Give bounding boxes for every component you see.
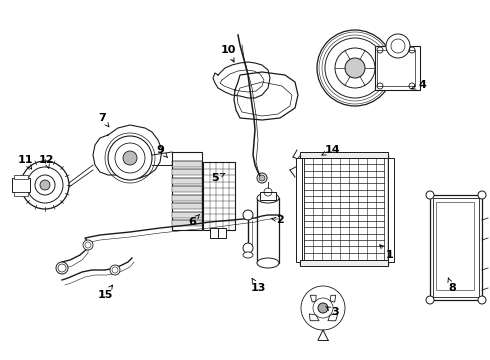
Bar <box>210 228 218 238</box>
Bar <box>172 161 202 166</box>
Polygon shape <box>310 295 316 302</box>
Bar <box>430 195 482 300</box>
Circle shape <box>115 143 145 173</box>
Polygon shape <box>330 295 336 302</box>
Bar <box>218 228 226 238</box>
Bar <box>172 186 202 192</box>
Circle shape <box>478 296 486 304</box>
Text: 11: 11 <box>17 155 33 165</box>
Bar <box>172 194 202 201</box>
Circle shape <box>56 262 68 274</box>
Text: 15: 15 <box>98 290 113 300</box>
Bar <box>300 155 388 265</box>
Bar <box>14 175 28 179</box>
Circle shape <box>110 265 120 275</box>
Circle shape <box>108 136 152 180</box>
Text: 1: 1 <box>386 250 394 260</box>
Bar <box>172 152 202 230</box>
Bar <box>377 50 415 86</box>
Circle shape <box>123 151 137 165</box>
Bar <box>300 260 388 266</box>
Text: 12: 12 <box>38 155 54 165</box>
Bar <box>388 158 394 262</box>
Bar <box>260 192 276 200</box>
Bar <box>172 169 202 175</box>
Bar <box>304 158 384 262</box>
Text: 7: 7 <box>98 113 106 123</box>
Polygon shape <box>328 314 338 321</box>
Bar <box>375 46 420 90</box>
Bar <box>296 158 302 262</box>
Text: 13: 13 <box>250 283 266 293</box>
Text: 8: 8 <box>448 283 456 293</box>
Bar <box>203 162 235 230</box>
Bar <box>172 177 202 184</box>
Text: 2: 2 <box>276 215 284 225</box>
Circle shape <box>83 240 93 250</box>
Bar <box>172 212 202 217</box>
Circle shape <box>478 191 486 199</box>
Bar <box>14 192 28 196</box>
Text: 9: 9 <box>156 145 164 155</box>
Ellipse shape <box>257 258 279 268</box>
Circle shape <box>426 296 434 304</box>
Bar <box>172 220 202 226</box>
Circle shape <box>259 175 265 181</box>
Bar <box>12 178 30 192</box>
Circle shape <box>426 191 434 199</box>
Text: 5: 5 <box>211 173 219 183</box>
Ellipse shape <box>257 193 279 203</box>
Bar <box>172 203 202 209</box>
Polygon shape <box>309 314 319 321</box>
Bar <box>436 202 474 290</box>
Bar <box>300 152 388 158</box>
Circle shape <box>21 161 69 209</box>
Circle shape <box>243 243 253 253</box>
Circle shape <box>40 180 50 190</box>
Circle shape <box>243 210 253 220</box>
Text: 6: 6 <box>188 217 196 227</box>
Circle shape <box>317 30 393 106</box>
Circle shape <box>386 34 410 58</box>
Text: 10: 10 <box>220 45 236 55</box>
Text: 14: 14 <box>324 145 340 155</box>
Text: 3: 3 <box>331 307 339 317</box>
Bar <box>257 198 279 263</box>
Circle shape <box>345 58 365 78</box>
Bar <box>433 198 479 297</box>
Text: 4: 4 <box>418 80 426 90</box>
Ellipse shape <box>243 252 253 258</box>
Circle shape <box>318 303 328 313</box>
